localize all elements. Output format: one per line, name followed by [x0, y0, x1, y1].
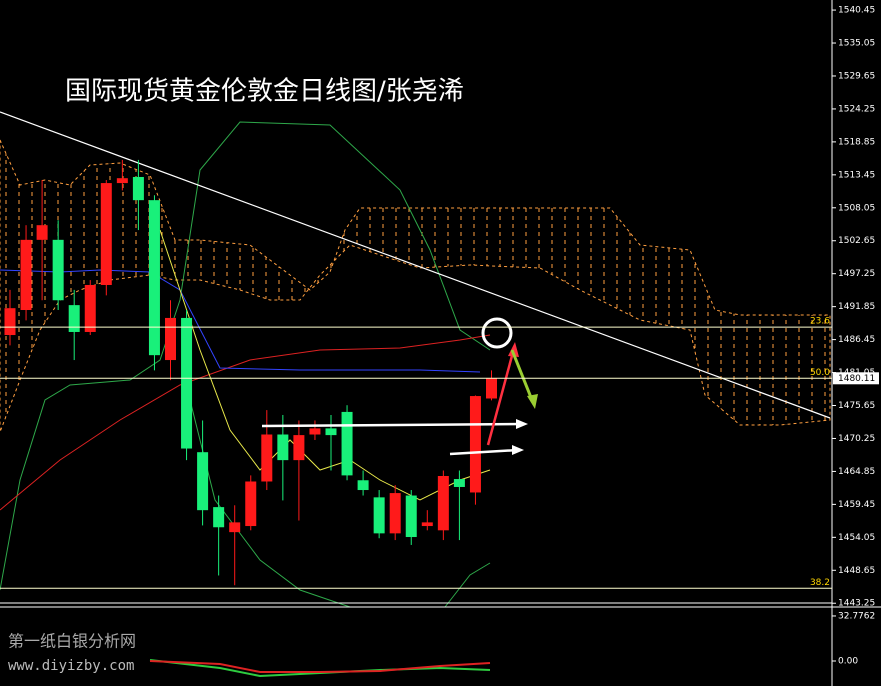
candle-body — [4, 308, 16, 336]
arrow — [486, 351, 515, 446]
y-tick-label: 1524.25 — [838, 104, 875, 114]
fib-label: 50.0 — [810, 368, 830, 378]
candle-body — [148, 200, 160, 356]
y-tick-label: 1470.25 — [838, 434, 875, 444]
arrow-head — [516, 419, 528, 429]
highlight-circle — [481, 317, 513, 349]
y-tick-label: 0.00 — [838, 656, 858, 666]
y-tick-label: 32.7762 — [838, 611, 875, 621]
candle-body — [100, 183, 112, 285]
arrow — [261, 422, 523, 428]
y-tick-label: 1464.85 — [838, 467, 875, 477]
marks — [4, 159, 497, 586]
candle-body — [116, 178, 128, 184]
y-tick-label: 1497.25 — [838, 269, 875, 279]
candle-body — [437, 475, 449, 531]
arrow-head — [527, 394, 538, 409]
y-tick-label: 1454.05 — [838, 533, 875, 543]
candle-body — [261, 434, 273, 482]
candle-body — [453, 479, 465, 487]
chart-title: 国际现货黄金伦敦金日线图/张尧浠 — [65, 77, 464, 107]
y-tick-label: 1518.85 — [838, 137, 875, 147]
candle-body — [293, 435, 305, 461]
candle-body — [229, 522, 241, 533]
candle-body — [213, 507, 225, 528]
candle-body — [277, 434, 289, 461]
candle-body — [469, 396, 481, 493]
y-tick-label: 1508.05 — [838, 203, 875, 213]
candle-body — [68, 305, 80, 332]
y-tick-label: 1486.45 — [838, 335, 875, 345]
ichimoku-cloud — [0, 139, 831, 433]
y-tick-label: 1540.45 — [838, 6, 875, 16]
moving-average — [159, 229, 491, 501]
candle-body — [357, 480, 369, 491]
candle-body — [245, 481, 257, 527]
arrow-head — [512, 445, 524, 455]
y-tick-label: 1513.45 — [838, 170, 875, 180]
arrow-head — [508, 342, 519, 357]
price-box — [833, 372, 879, 385]
candle-body — [20, 239, 32, 311]
arrow — [449, 448, 519, 456]
y-tick-label: 1459.45 — [838, 500, 875, 510]
candle-body — [373, 497, 385, 534]
candle-body — [84, 284, 96, 332]
y-tick-label: 1535.05 — [838, 39, 875, 49]
bollinger-upper — [0, 121, 491, 591]
fib-label: 23.6 — [810, 317, 830, 327]
watermark: 第一纸白银分析网 — [8, 632, 136, 651]
candle-body — [421, 522, 433, 527]
y-tick-label: 1502.65 — [838, 236, 875, 246]
candle-body — [197, 452, 209, 511]
y-tick-label: 1529.65 — [838, 71, 875, 81]
price-label: 1480.11 — [838, 374, 875, 384]
bollinger-lower — [444, 562, 491, 608]
candle-body — [132, 176, 144, 201]
candle-body — [165, 317, 176, 361]
candle-body — [389, 493, 401, 534]
candle-body — [486, 378, 497, 399]
y-tick-label: 1448.65 — [838, 566, 875, 576]
candle-body — [405, 495, 417, 538]
y-tick-label: 1491.85 — [838, 302, 875, 312]
candle-body — [325, 428, 337, 436]
y-tick-label: 1443.25 — [838, 599, 875, 609]
fib-label: 38.2 — [810, 578, 830, 588]
candle-body — [36, 225, 48, 240]
candle-body — [309, 428, 321, 435]
candle-body — [52, 239, 64, 301]
candle-body — [181, 317, 193, 449]
moving-average — [0, 334, 491, 511]
macd-line — [149, 660, 491, 673]
y-tick-label: 1475.65 — [838, 401, 875, 411]
candle-body — [341, 411, 353, 476]
arrow — [510, 349, 534, 401]
watermark-url: www.diyizby.com — [8, 658, 134, 674]
